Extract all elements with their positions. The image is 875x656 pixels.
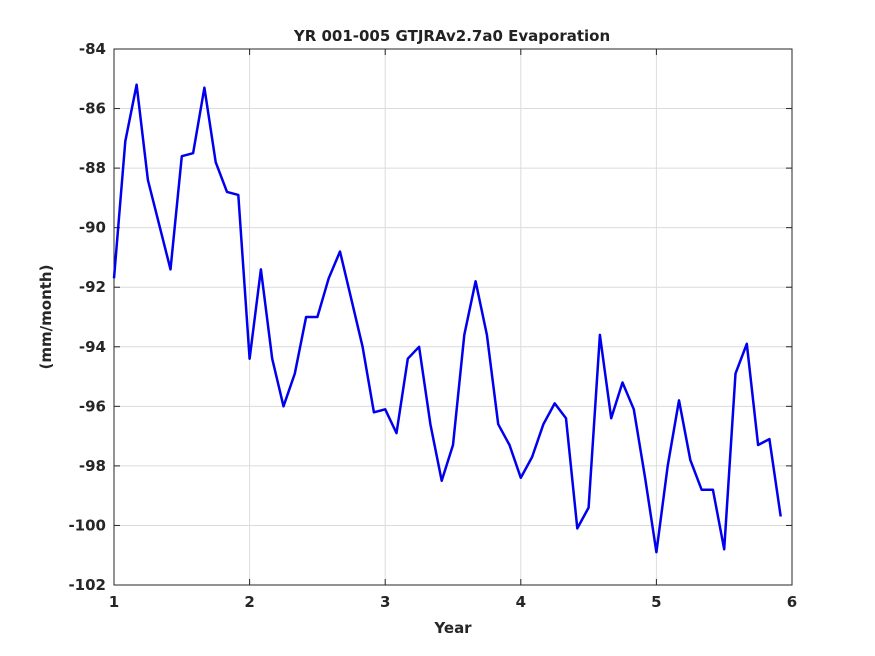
- y-tick-label: -94: [79, 338, 106, 356]
- y-tick-labels: -84 -86 -88 -90 -92 -94 -96 -98 -100 -102: [68, 40, 106, 594]
- y-tick-label: -90: [79, 219, 106, 237]
- y-tick-label: -96: [79, 397, 106, 415]
- x-tick-label: 1: [109, 593, 119, 611]
- y-tick-label: -102: [68, 576, 106, 594]
- y-tick-label: -92: [79, 278, 106, 296]
- x-tick-label: 6: [787, 593, 797, 611]
- y-tick-label: -100: [68, 516, 106, 534]
- plot-area-frame: [113, 48, 793, 586]
- x-tick-label: 2: [244, 593, 254, 611]
- y-tick-label: -98: [79, 457, 106, 475]
- y-tick-label: -88: [79, 159, 106, 177]
- x-tick-label: 3: [380, 593, 390, 611]
- series-line-evaporation: [112, 83, 782, 554]
- y-tick-label: -86: [79, 100, 106, 118]
- axis-ticks: [113, 48, 793, 586]
- grid-lines: [113, 48, 793, 586]
- chart-title: YR 001-005 GTJRAv2.7a0 Evaporation: [293, 27, 610, 45]
- x-tick-label: 5: [651, 593, 661, 611]
- y-tick-label: -84: [79, 40, 106, 58]
- x-tick-labels: 1 2 3 4 5 6: [109, 593, 797, 611]
- x-tick-label: 4: [516, 593, 526, 611]
- x-axis-label: Year: [433, 619, 472, 637]
- y-axis-label: (mm/month): [37, 265, 55, 370]
